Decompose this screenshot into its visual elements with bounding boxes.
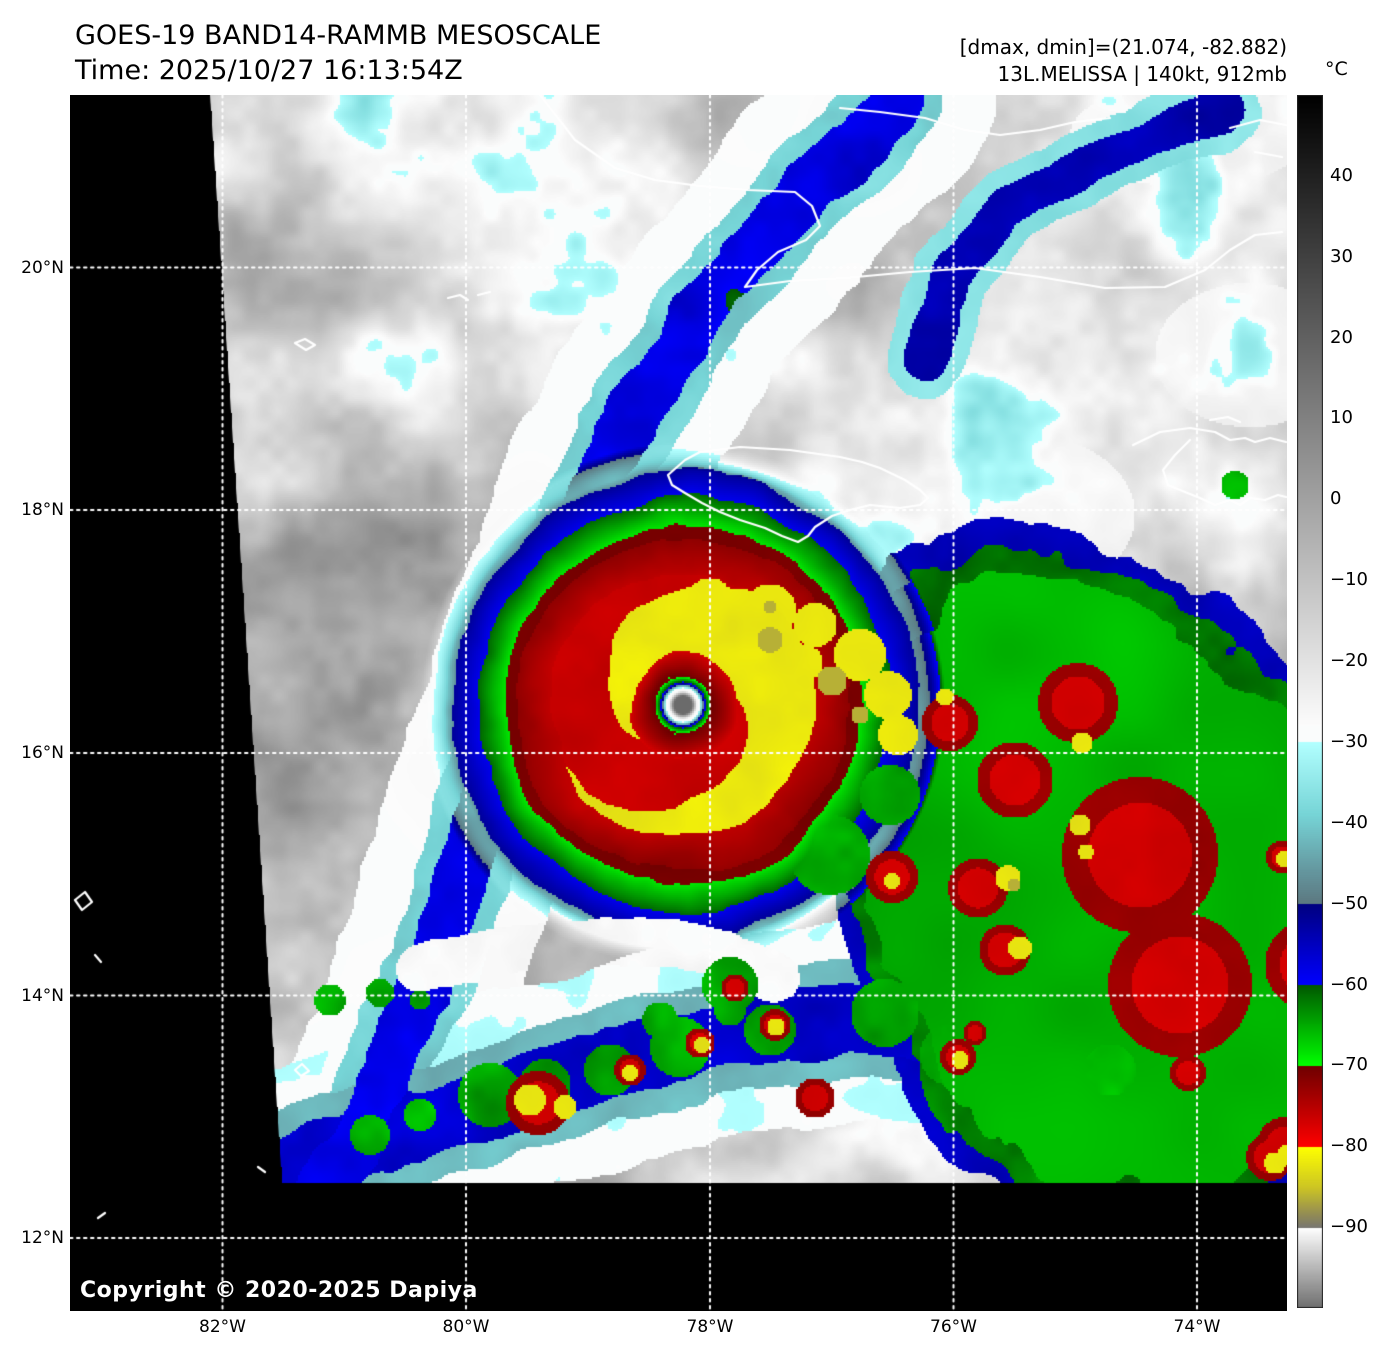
lon-label: 78°W	[686, 1317, 734, 1337]
colorbar-tick-label: −40	[1330, 811, 1368, 833]
colorbar-tick-label: −10	[1330, 569, 1368, 591]
lat-label: 20°N	[21, 257, 64, 278]
colorbar-tick-label: 40	[1330, 164, 1353, 186]
lat-label: 16°N	[21, 743, 64, 763]
colorbar-tick-label: 20	[1330, 326, 1353, 348]
satellite-imagery-canvas	[70, 95, 1287, 1311]
satellite-map: Copyright © 2020-2025 Dapiya	[70, 95, 1287, 1311]
plot-title-block: GOES-19 BAND14-RAMMB MESOSCALE Time: 202…	[75, 18, 601, 88]
colorbar-tick-label: −30	[1330, 730, 1368, 752]
colorbar-tick-label: −70	[1330, 1054, 1368, 1076]
colorbar-tick-label: −80	[1330, 1135, 1368, 1157]
lat-label: 18°N	[21, 500, 64, 520]
lat-label: 12°N	[21, 1228, 64, 1248]
colorbar-tick-label: −90	[1330, 1216, 1368, 1238]
lon-label: 76°W	[930, 1317, 977, 1337]
colorbar-tick-label: 30	[1330, 245, 1353, 267]
plot-title: GOES-19 BAND14-RAMMB MESOSCALE	[75, 20, 602, 51]
colorbar-tick-label: −60	[1330, 973, 1368, 995]
plot-time: Time: 2025/10/27 16:13:54Z	[75, 55, 463, 86]
colorbar	[1297, 95, 1323, 1308]
colorbar-tick-label: −50	[1330, 892, 1368, 914]
lat-label: 14°N	[21, 985, 64, 1006]
lon-label: 74°W	[1173, 1317, 1221, 1337]
colorbar-unit-label: °C	[1325, 58, 1348, 80]
storm-name-line: 13L.MELISSA | 140kt, 912mb	[997, 62, 1287, 86]
colorbar-tick-label: 10	[1330, 407, 1353, 429]
copyright-text: Copyright © 2020-2025 Dapiya	[80, 1278, 478, 1303]
colorbar-tick-label: −20	[1330, 650, 1368, 672]
storm-info-block: [dmax, dmin]=(21.074, -82.882) 13L.MELIS…	[960, 34, 1287, 88]
dmax-dmin-line: [dmax, dmin]=(21.074, -82.882)	[959, 35, 1287, 59]
lon-label: 80°W	[442, 1317, 490, 1337]
lon-label: 82°W	[199, 1317, 246, 1337]
colorbar-tick-label: 0	[1330, 488, 1342, 510]
